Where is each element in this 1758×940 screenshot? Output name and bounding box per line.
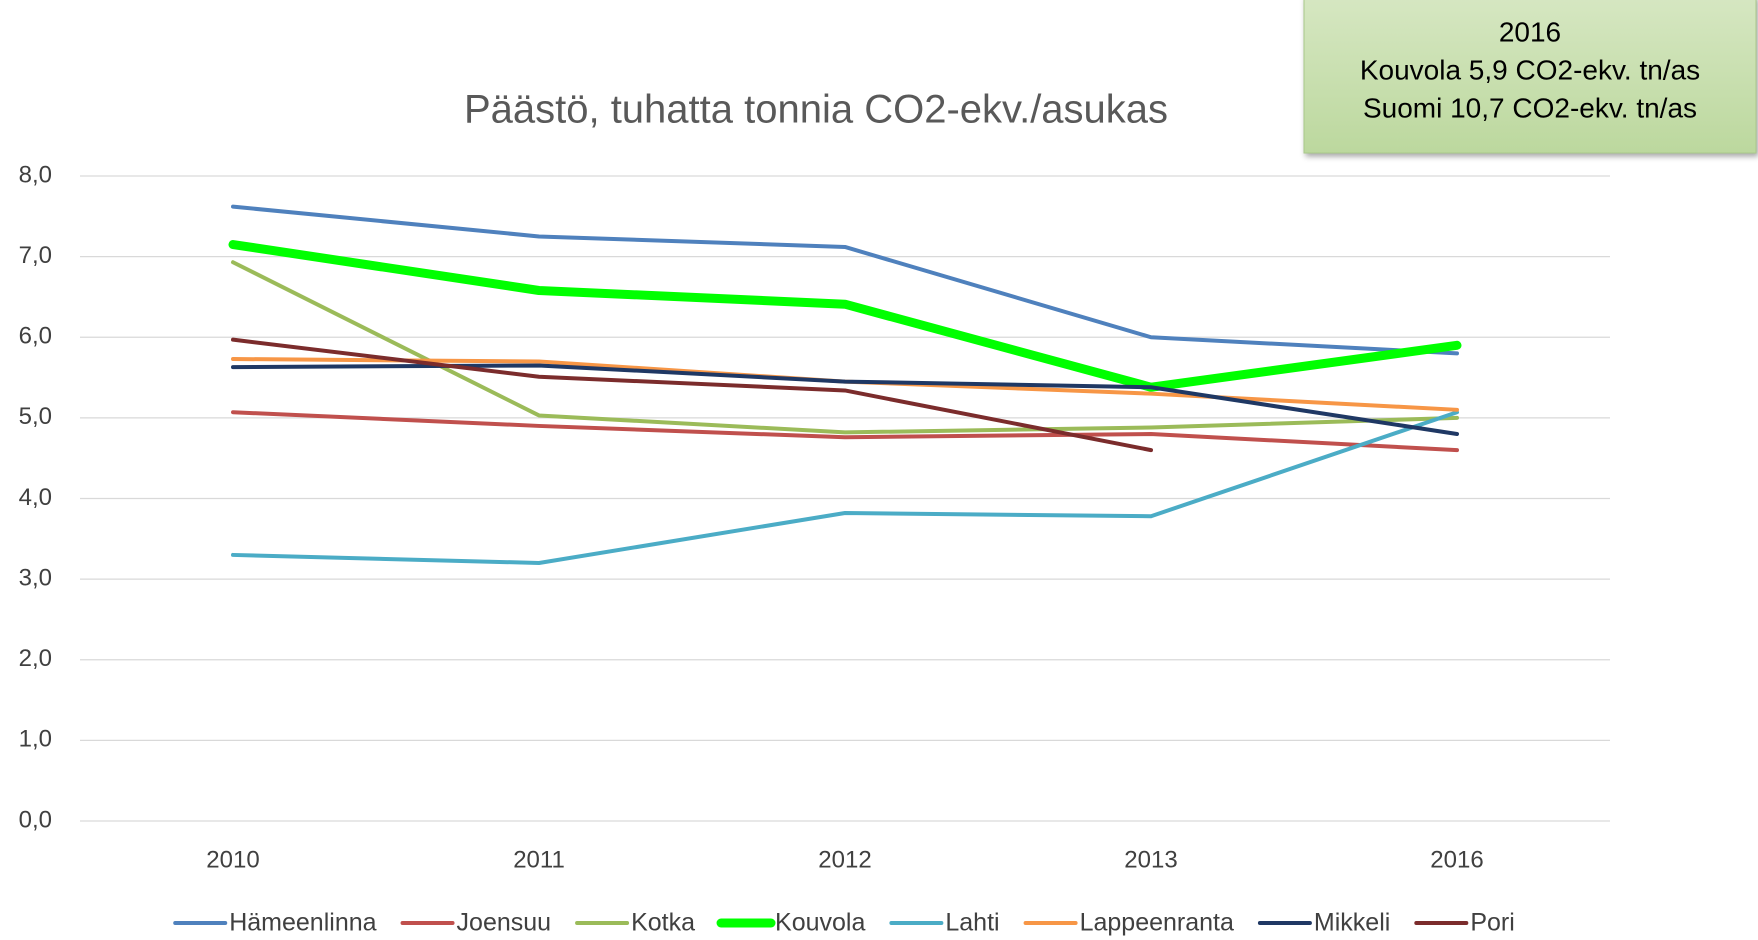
annotation-line: Suomi 10,7 CO2-ekv. tn/as [1363, 92, 1697, 123]
legend-label: Kotka [631, 909, 695, 937]
legend-item: Lappeenranta [1023, 909, 1234, 937]
x-tick-label: 2012 [818, 846, 871, 873]
y-tick-label: 0,0 [19, 806, 52, 833]
annotation-line: 2016 [1499, 16, 1561, 47]
legend-label: Mikkeli [1314, 909, 1390, 937]
annotation-box: 2016 Kouvola 5,9 CO2-ekv. tn/as Suomi 10,7… [1303, 0, 1757, 154]
annotation-line: Kouvola 5,9 CO2-ekv. tn/as [1360, 54, 1700, 85]
x-tick-label: 2011 [513, 846, 565, 873]
series-line [228, 240, 1462, 392]
y-tick-label: 8,0 [19, 161, 52, 188]
x-tick-label: 2013 [1124, 846, 1177, 873]
y-tick-label: 5,0 [19, 403, 52, 430]
legend-label: Lahti [945, 909, 999, 937]
legend-label: Lappeenranta [1080, 909, 1234, 937]
legend-label: Pori [1470, 909, 1514, 937]
legend-item: Kouvola [716, 909, 865, 937]
legend: Hämeenlinna Joensuu Kotka Kouvola Lahti Lappe… [173, 909, 1515, 937]
series-line [231, 410, 1459, 565]
annotation-background [1303, 0, 1757, 154]
series-line [231, 410, 1459, 453]
y-tick-label: 1,0 [19, 726, 52, 753]
chart-title: Päästö, tuhatta tonnia CO2-ekv./asukas [464, 88, 1168, 132]
series-line [231, 337, 1153, 453]
legend-item: Mikkeli [1257, 909, 1390, 937]
legend-label: Joensuu [457, 909, 552, 937]
y-tick-label: 2,0 [19, 645, 52, 672]
legend-label: Hämeenlinna [229, 909, 376, 937]
x-tick-label: 2010 [206, 846, 259, 873]
legend-item: Lahti [889, 909, 1000, 937]
legend-item: Joensuu [400, 909, 552, 937]
legend-label: Kouvola [775, 909, 865, 937]
y-tick-label: 3,0 [19, 564, 52, 591]
y-tick-label: 6,0 [19, 323, 52, 350]
legend-item: Pori [1414, 909, 1515, 937]
legend-item: Kotka [575, 909, 695, 937]
x-tick-label: 2016 [1430, 846, 1483, 873]
series-line [231, 204, 1459, 356]
y-tick-label: 4,0 [19, 484, 52, 511]
legend-item: Hämeenlinna [173, 909, 377, 937]
y-tick-label: 7,0 [19, 242, 52, 269]
